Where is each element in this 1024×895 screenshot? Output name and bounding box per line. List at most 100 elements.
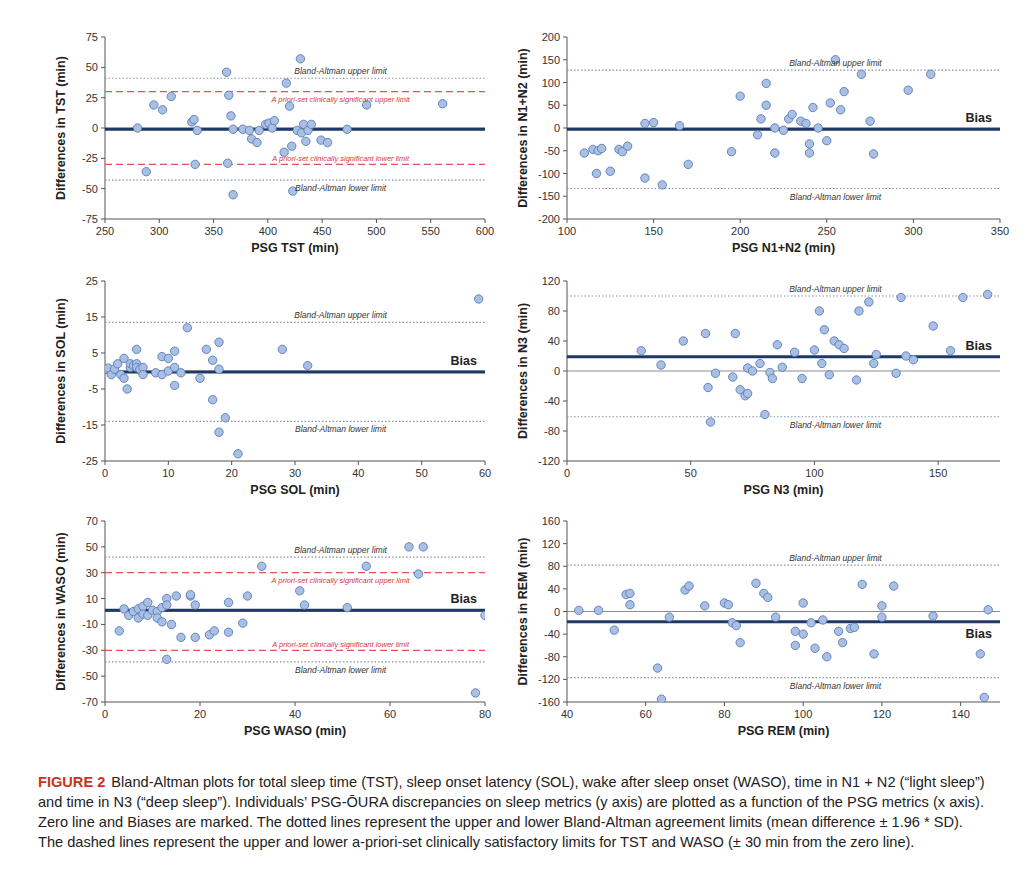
point <box>819 616 827 624</box>
point <box>704 383 712 391</box>
y-tick <box>563 431 567 432</box>
x-tick <box>881 702 882 706</box>
y-tick <box>101 281 105 282</box>
y-tick <box>563 281 567 282</box>
x-tick <box>567 461 568 465</box>
point <box>890 582 898 590</box>
point <box>481 611 485 619</box>
y-axis-label: Differences in TST (min) <box>54 56 68 200</box>
point <box>641 174 649 182</box>
x-tick <box>295 461 296 465</box>
point <box>258 562 266 570</box>
x-axis <box>105 702 485 703</box>
x-tick <box>690 461 691 465</box>
y-tick-label: -5 <box>88 383 98 395</box>
y-tick-label: 70 <box>86 515 98 527</box>
plot-area <box>567 565 1000 702</box>
point <box>809 103 817 111</box>
point <box>762 79 770 87</box>
x-tick <box>803 702 804 706</box>
panel: -200-150-100-500501001502001001502002503… <box>516 31 1009 255</box>
point <box>302 137 310 145</box>
x-tick <box>485 461 486 465</box>
point <box>701 329 709 337</box>
ref-line-clinical_limit <box>105 650 485 651</box>
x-tick-label: 100 <box>805 467 823 479</box>
y-tick-label: 80 <box>548 305 560 317</box>
clinical-limit-label: A priori-set clinically significant lowe… <box>271 640 410 649</box>
point <box>927 70 935 78</box>
point <box>419 543 427 551</box>
x-axis-label: PSG N1+N2 (min) <box>732 241 835 255</box>
y-tick-label: 40 <box>548 335 560 347</box>
y-tick-label: -30 <box>82 644 98 656</box>
y-tick <box>563 311 567 312</box>
x-tick-label: 550 <box>422 225 440 237</box>
point <box>215 365 223 373</box>
y-tick <box>563 679 567 680</box>
panel: -70-50-30-1010305070020406080PSG WASO (m… <box>54 515 491 738</box>
x-axis <box>567 219 1000 220</box>
y-tick <box>563 341 567 342</box>
point <box>802 119 810 127</box>
point <box>191 160 199 168</box>
y-tick-label: 75 <box>86 31 98 43</box>
point <box>626 601 634 609</box>
x-tick <box>567 702 568 706</box>
point <box>438 100 446 108</box>
point <box>215 338 223 346</box>
point <box>190 115 198 123</box>
ref-line-agreement_limit <box>567 70 1000 71</box>
x-tick <box>645 702 646 706</box>
y-tick <box>101 546 105 547</box>
point <box>818 359 826 367</box>
y-tick <box>563 219 567 220</box>
x-tick <box>485 702 486 706</box>
y-tick <box>563 82 567 83</box>
ref-line-agreement_limit <box>567 295 1000 296</box>
point <box>892 369 900 377</box>
y-tick-label: 15 <box>86 311 98 323</box>
point <box>820 326 828 334</box>
point <box>123 385 131 393</box>
point <box>229 125 237 133</box>
x-axis-label: PSG SOL (min) <box>250 483 339 497</box>
y-tick <box>563 196 567 197</box>
x-axis-label: PSG WASO (min) <box>244 724 346 738</box>
y-tick <box>101 188 105 189</box>
point <box>288 142 296 150</box>
x-tick-label: 100 <box>794 708 812 720</box>
point <box>878 602 886 610</box>
y-tick-label: 120 <box>542 538 560 550</box>
x-tick <box>960 702 961 706</box>
x-axis <box>567 461 1000 462</box>
y-tick <box>563 461 567 462</box>
point <box>222 68 230 76</box>
point <box>657 695 665 702</box>
point <box>658 181 666 189</box>
x-tick-label: 350 <box>204 225 222 237</box>
agreement-limit-label: Bland-Altman upper limit <box>789 58 882 68</box>
y-tick-label: 0 <box>92 122 98 134</box>
ref-line-clinical_limit <box>105 164 485 165</box>
point <box>362 562 370 570</box>
point <box>158 106 166 114</box>
point <box>811 644 819 652</box>
y-tick <box>563 150 567 151</box>
y-tick-label: 10 <box>86 593 98 605</box>
x-tick <box>390 702 391 706</box>
point <box>133 124 141 132</box>
y-tick-label: 120 <box>542 275 560 287</box>
x-tick <box>358 461 359 465</box>
point <box>323 138 331 146</box>
point <box>701 602 709 610</box>
point <box>825 371 833 379</box>
x-tick-label: 100 <box>558 225 576 237</box>
point <box>729 373 737 381</box>
point <box>296 587 304 595</box>
point <box>855 307 863 315</box>
point <box>731 329 739 337</box>
point <box>132 345 140 353</box>
y-tick-label: -25 <box>82 455 98 467</box>
point <box>857 70 865 78</box>
